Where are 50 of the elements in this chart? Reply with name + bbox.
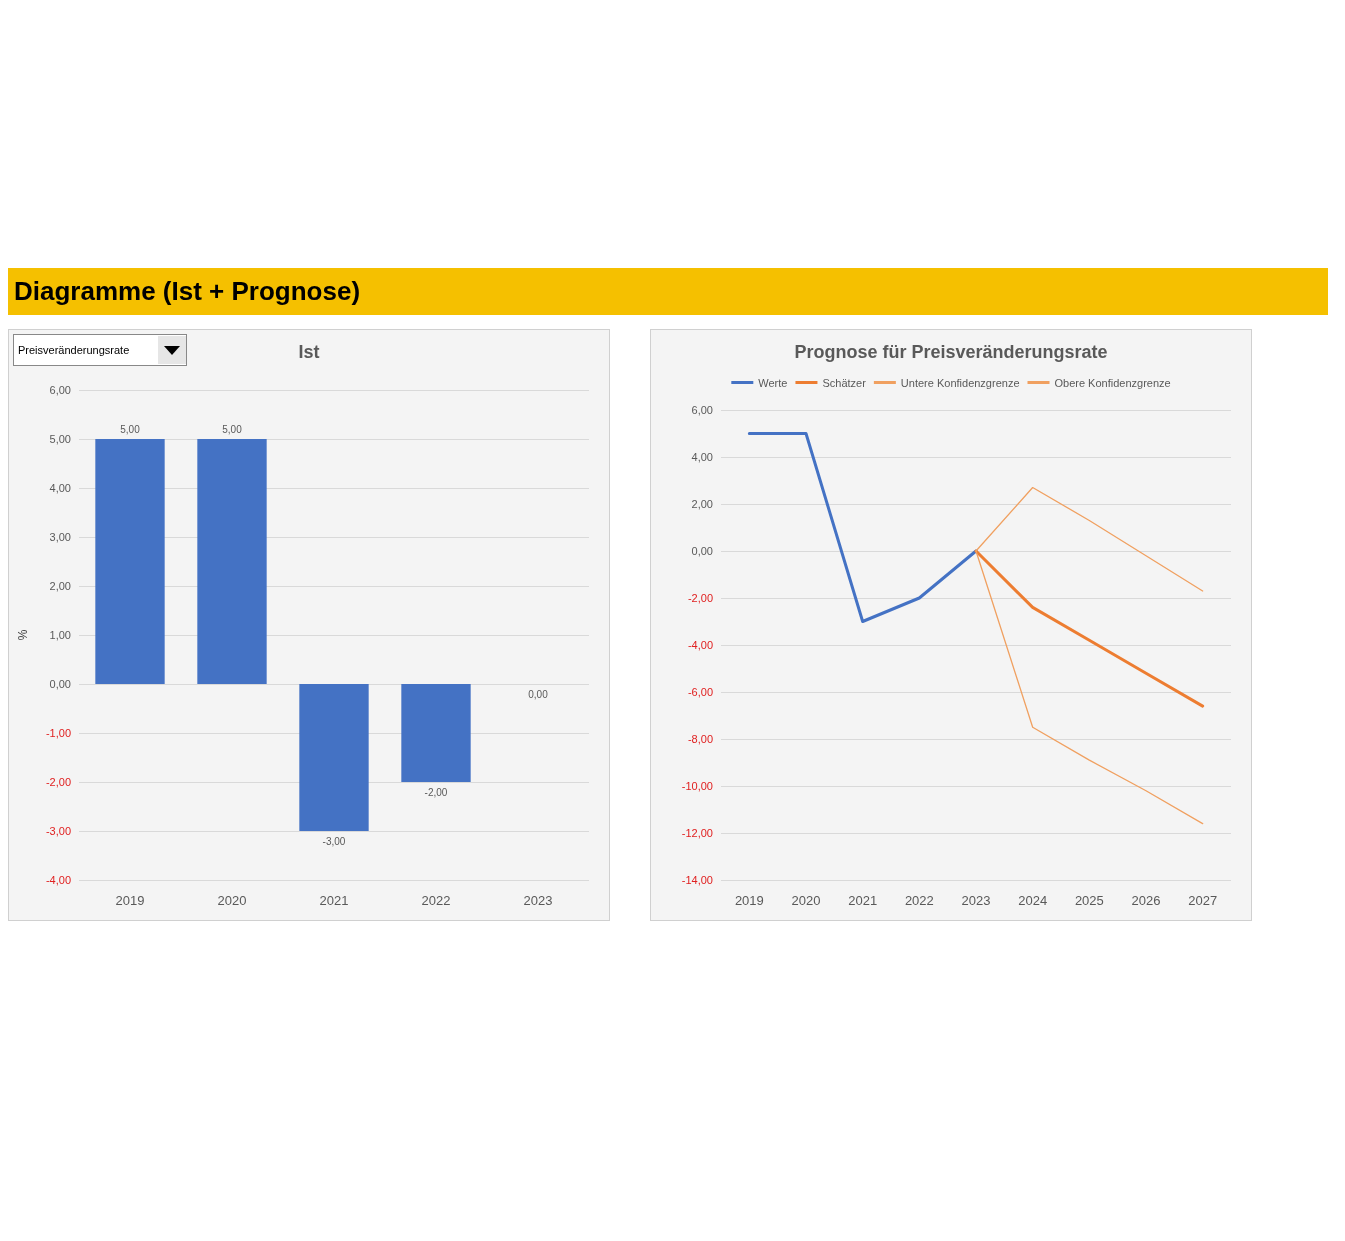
data-label: 0,00 bbox=[528, 688, 549, 700]
y-tick-label: 4,00 bbox=[691, 451, 713, 463]
legend-label: Schätzer bbox=[822, 376, 867, 389]
y-tick-label: -6,00 bbox=[687, 686, 713, 698]
text: Diagramme (Ist + Prognose) bbox=[8, 268, 1328, 315]
data-label: 5,00 bbox=[222, 423, 243, 435]
data-label: 5,00 bbox=[120, 423, 141, 435]
y-tick-label: -8,00 bbox=[687, 733, 713, 745]
x-tick-label: 2026 bbox=[1131, 893, 1161, 908]
y-tick-label: -3,00 bbox=[45, 825, 71, 837]
x-tick-label: 2027 bbox=[1188, 893, 1218, 908]
x-tick-label: 2019 bbox=[734, 893, 764, 908]
y-axis-title: % bbox=[16, 629, 30, 641]
x-tick-label: 2023 bbox=[961, 893, 991, 908]
y-tick-label: 0,00 bbox=[691, 545, 713, 557]
y-tick-label: 2,00 bbox=[691, 498, 713, 510]
legend-label: Werte bbox=[758, 376, 788, 389]
y-tick-label: 5,00 bbox=[49, 433, 71, 445]
x-tick-label: 2019 bbox=[115, 893, 145, 908]
y-tick-label: 6,00 bbox=[691, 404, 713, 416]
y-tick-label: -4,00 bbox=[687, 639, 713, 651]
x-tick-label: 2022 bbox=[421, 893, 451, 908]
y-tick-label: 2,00 bbox=[49, 580, 71, 592]
x-tick-label: 2024 bbox=[1018, 893, 1048, 908]
y-tick-label: 1,00 bbox=[49, 629, 71, 641]
x-tick-label: 2025 bbox=[1074, 893, 1104, 908]
y-tick-label: -14,00 bbox=[681, 874, 713, 886]
data-label: -2,00 bbox=[424, 786, 448, 798]
y-tick-label: -2,00 bbox=[45, 776, 71, 788]
chart-title: Ist bbox=[298, 342, 320, 362]
y-tick-label: 4,00 bbox=[49, 482, 71, 494]
y-tick-label: -1,00 bbox=[45, 727, 71, 739]
y-tick-label: -12,00 bbox=[681, 827, 713, 839]
legend-label: Obere Konfidenzgrenze bbox=[1054, 376, 1171, 389]
data-label: -3,00 bbox=[322, 835, 346, 847]
y-tick-label: 0,00 bbox=[49, 678, 71, 690]
legend-label: Untere Konfidenzgrenze bbox=[900, 376, 1020, 389]
x-tick-label: 2023 bbox=[523, 893, 553, 908]
text: Preisveränderungsrate bbox=[17, 344, 131, 356]
chart-title: Prognose für Preisveränderungsrate bbox=[794, 342, 1108, 362]
x-tick-label: 2022 bbox=[904, 893, 934, 908]
x-tick-label: 2021 bbox=[848, 893, 878, 908]
x-tick-label: 2020 bbox=[791, 893, 821, 908]
x-tick-label: 2021 bbox=[319, 893, 349, 908]
y-tick-label: -2,00 bbox=[687, 592, 713, 604]
y-tick-label: -10,00 bbox=[681, 780, 713, 792]
y-tick-label: 6,00 bbox=[49, 384, 71, 396]
y-tick-label: 3,00 bbox=[49, 531, 71, 543]
y-tick-label: -4,00 bbox=[45, 874, 71, 886]
x-tick-label: 2020 bbox=[217, 893, 247, 908]
